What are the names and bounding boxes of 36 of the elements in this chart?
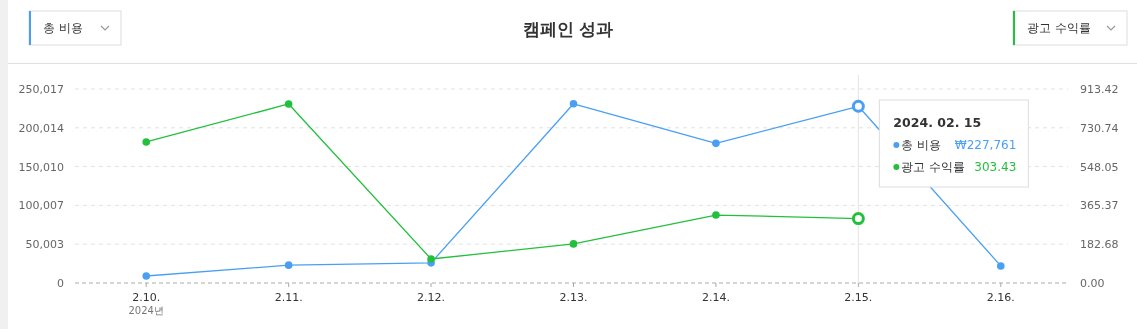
y-tick-label: 50,003 [25,238,64,252]
y2-tick-label: 365.37 [1080,199,1119,213]
x-tick-label: 2.11. [274,291,303,304]
text: 2024년 [128,305,164,316]
annotation: ₩227,761 [954,138,1017,152]
annotation: 2024. 02. 15 [893,115,982,130]
point [284,100,293,108]
chart-title: 캠페인 성과 [522,19,614,39]
y2-tick-label: 182.68 [1080,238,1119,252]
x-tick-label: 2.13. [559,291,588,304]
y2-tick-label: 730.74 [1080,121,1119,135]
point [569,99,578,108]
point [712,211,720,219]
x-tick-label: 2.14. [701,291,730,304]
y2-tick-label: 548.05 [1080,160,1119,174]
point [142,138,151,146]
x-tick-label: 2.10. [132,291,161,304]
y-tick-label: 100,007 [18,199,64,213]
y2-tick-label: 913.42 [1080,83,1119,96]
legend-label: 광고 수익률 [901,160,966,174]
y-tick-label: 150,010 [18,160,64,174]
x-tick-label: 2.12. [417,291,446,304]
point [284,261,293,269]
y-tick-label: 200,014 [18,121,64,135]
x-tick-label: 2.15. [844,291,873,304]
legend-label: 총 비용 [901,138,942,152]
point [142,272,151,280]
point [569,240,578,248]
y2-tick-label: 0.00 [1080,277,1105,290]
point [712,139,720,148]
annotation: 303.43 [974,160,1017,174]
y-tick-label: 0 [57,277,64,290]
point [427,255,435,263]
y-tick-label: 250,017 [18,83,64,96]
point [996,262,1005,270]
x-tick-label: 2.16. [986,291,1015,304]
